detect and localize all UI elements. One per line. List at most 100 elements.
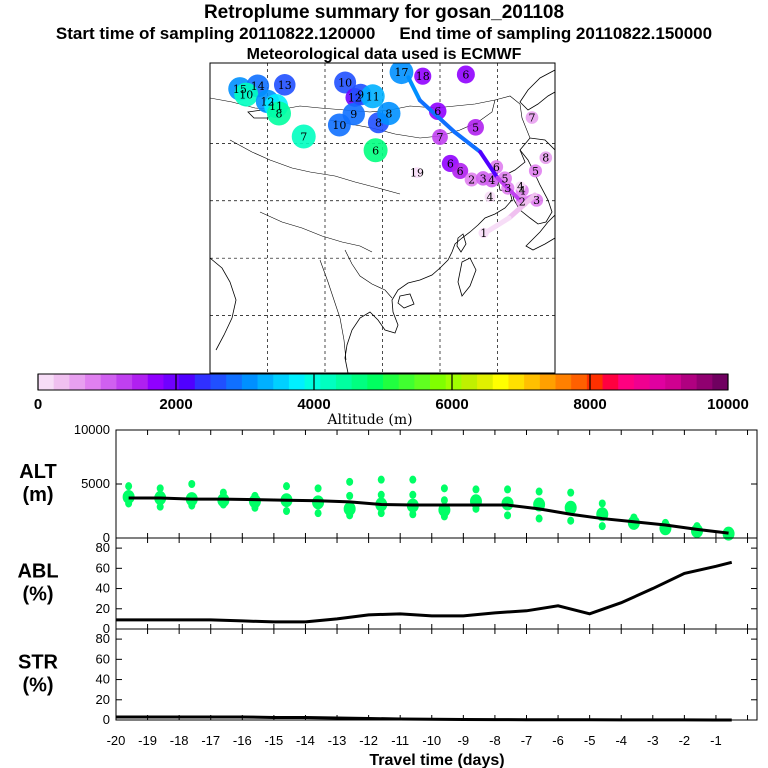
y-tick-label: 40 [96, 672, 110, 687]
colorbar-swatch [445, 374, 462, 390]
plume-bubble [342, 102, 365, 126]
x-tick-label: -15 [264, 733, 283, 748]
plume-bubble [525, 111, 539, 124]
altitude-point [314, 484, 322, 493]
colorbar: 0 2000 4000 6000 8000 10000 [34, 373, 749, 413]
met-data-label: Meteorological data used is ECMWF [246, 46, 522, 63]
colorbar-swatch [508, 374, 525, 390]
plume-day-label: 7 [437, 131, 444, 144]
colorbar-swatch [38, 374, 55, 390]
plume-bubble [452, 162, 469, 180]
panel-ylabel-unit: (%) [22, 584, 53, 606]
altitude-point [472, 485, 480, 494]
altitude-point [409, 475, 417, 484]
plume-day-label: 8 [542, 152, 549, 165]
colorbar-swatch [524, 374, 541, 390]
start-time-label: Start time of sampling 20110822.120000 [55, 24, 376, 43]
x-tick-label: -5 [584, 733, 596, 748]
colorbar-swatch [116, 374, 133, 390]
colorbar-swatch [571, 374, 588, 390]
plume-bubbles [228, 63, 553, 239]
y-tick-label: 0 [103, 712, 110, 727]
y-tick-label: 60 [96, 651, 110, 666]
plume-day-label: 3 [504, 182, 511, 195]
altitude-point [377, 490, 385, 499]
altitude-point [535, 514, 543, 523]
colorbar-swatch [85, 374, 102, 390]
plume-day-label: 14 [251, 80, 265, 93]
plume-day-label: 6 [447, 157, 454, 170]
altitude-point [377, 475, 385, 484]
plume-bubble [334, 71, 357, 94]
altitude-point [251, 503, 259, 512]
plume-day-label: 3 [480, 172, 487, 185]
colorbar-swatch [696, 374, 713, 390]
altitude-point [722, 526, 735, 541]
plume-day-label: 6 [493, 161, 500, 174]
colorbar-swatch [398, 374, 415, 390]
plume-bubble [234, 82, 259, 107]
colorbar-swatch [665, 374, 682, 390]
plume-day-label: 6 [462, 68, 469, 81]
colorbar-swatch [147, 374, 164, 390]
plume-day-label: 9 [350, 108, 357, 121]
colorbar-swatch [210, 374, 227, 390]
altitude-median-line [128, 496, 729, 535]
panel-ylabel: ALT [19, 461, 56, 483]
colorbar-tick-label: 4000 [297, 396, 330, 413]
altitude-point [343, 501, 356, 516]
coastline-japan [525, 214, 555, 251]
border-himalaya [259, 211, 373, 253]
colorbar-swatch [69, 374, 86, 390]
colorbar-swatch [132, 374, 149, 390]
altitude-point [156, 484, 164, 493]
coastline-taiwan [456, 233, 467, 253]
plume-day-label: 5 [472, 121, 479, 134]
plume-day-label: 6 [457, 165, 464, 178]
plume-bubble [432, 129, 448, 145]
plume-bubble [291, 124, 316, 149]
colorbar-swatch [633, 374, 650, 390]
y-tick-label: 0 [103, 621, 110, 636]
colorbar-swatch [602, 374, 619, 390]
colorbar-swatch [194, 374, 211, 390]
x-tick-label: -16 [233, 733, 252, 748]
colorbar-swatch [273, 374, 290, 390]
colorbar-swatch [477, 374, 494, 390]
x-tick-label: -2 [679, 733, 691, 748]
colorbar-swatch [53, 374, 70, 390]
altitude-point [377, 509, 385, 518]
y-tick-label: 20 [96, 692, 110, 707]
altitude-point [314, 509, 322, 518]
panel-abl: 0 20 40 60 80 ABL(%) [17, 537, 758, 636]
altitude-point [346, 477, 354, 486]
colorbar-swatch [649, 374, 666, 390]
x-tick-label: -19 [138, 733, 157, 748]
altitude-point [567, 488, 575, 497]
colorbar-tick-label: 6000 [435, 396, 468, 413]
x-tick-label: -9 [458, 733, 470, 748]
altitude-point [219, 500, 227, 509]
plume-day-label: 4 [488, 174, 495, 187]
panel-alt: 0 5000 10000 ALT(m) [19, 422, 758, 545]
altitude-point [535, 487, 543, 496]
plume-day-label: 2 [468, 174, 475, 187]
y-tick-label: 80 [96, 631, 110, 646]
plume-bubble [464, 172, 479, 187]
plume-day-label: 4 [519, 184, 526, 197]
plume-day-label: 3 [533, 194, 540, 207]
plume-day-label: 10 [338, 77, 352, 90]
altitude-point [125, 499, 133, 508]
plume-bubble [528, 164, 543, 178]
plume-bubble [515, 181, 526, 192]
str-line [116, 715, 732, 722]
x-tick-label: -13 [328, 733, 347, 748]
y-tick-label: 60 [96, 560, 110, 575]
colorbar-swatch [461, 374, 478, 390]
sampling-times: Start time of sampling 20110822.120000 En… [0, 24, 768, 44]
plume-bubble [377, 101, 401, 126]
y-tick-label: 10000 [74, 422, 110, 437]
altitude-point [440, 512, 448, 521]
border-china-west [229, 139, 401, 195]
